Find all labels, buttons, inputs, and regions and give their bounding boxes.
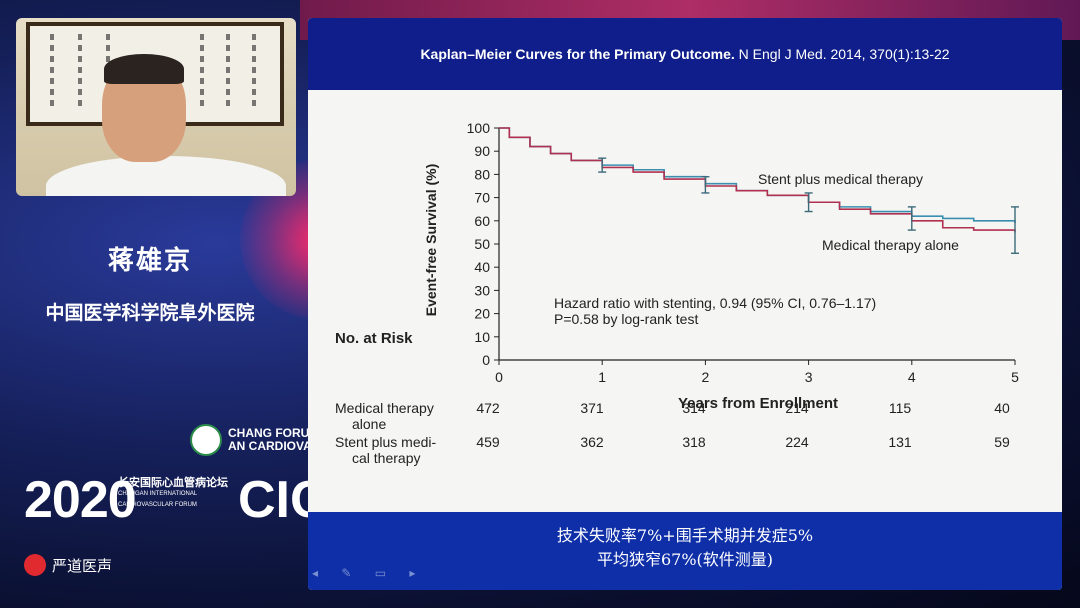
y-tick-label: 50: [474, 236, 490, 252]
slide-toolbar[interactable]: ◂ ✎ ▭ ▸: [312, 566, 426, 580]
y-tick-label: 0: [482, 352, 490, 368]
y-axis-label: Event-free Survival (%): [423, 164, 439, 317]
y-tick-label: 60: [474, 213, 490, 229]
risk-row-label: Medical therapy alone: [335, 400, 434, 432]
risk-cell: 459: [476, 434, 500, 450]
risk-table-header: No. at Risk: [335, 330, 413, 347]
forum-name: 长安国际心血管病论坛: [118, 477, 228, 489]
risk-cell: 214: [785, 400, 809, 416]
risk-cell: 472: [476, 400, 500, 416]
chart-curves: [499, 127, 1016, 233]
logo-text-line1: CHANG FORUM: [228, 426, 320, 440]
x-tick-label: 1: [598, 369, 606, 385]
speaker-organization: 中国医学科学院阜外医院: [45, 303, 255, 324]
y-tick-label: 40: [474, 259, 490, 275]
risk-cell: 40: [994, 400, 1010, 416]
slide-caption: 技术失败率7%+围手术期并发症5% 平均狭窄67%(软件测量): [308, 512, 1062, 590]
forum-badge-icon: [190, 424, 222, 456]
risk-cell: 59: [994, 434, 1010, 450]
stent-series-label: Stent plus medical therapy: [758, 171, 923, 187]
brand-logo-icon: [24, 554, 46, 576]
y-tick-label: 80: [474, 166, 490, 182]
caption-line-2: 平均狭窄67%(软件测量): [596, 550, 774, 569]
speaker-name: 蒋雄京: [107, 245, 192, 275]
risk-cell: 224: [785, 434, 809, 450]
slide-title-citation: N Engl J Med. 2014, 370(1):13-22: [734, 46, 950, 62]
risk-cell: 362: [580, 434, 604, 450]
risk-cell: 318: [682, 434, 706, 450]
risk-cell: 115: [888, 400, 912, 416]
medical-series-label: Medical therapy alone: [822, 237, 959, 253]
speaker-video: [16, 18, 296, 196]
y-tick-label: 70: [474, 190, 490, 206]
risk-cell: 371: [580, 400, 604, 416]
x-tick-label: 4: [908, 369, 916, 385]
event-forum-name: 长安国际心血管病论坛 CHANGAN INTERNATIONAL CARDIOV…: [118, 478, 236, 511]
speaker-shirt: [46, 156, 286, 196]
medical-series-line: [499, 127, 1016, 233]
x-tick-label: 5: [1011, 369, 1019, 385]
y-tick-label: 30: [474, 282, 490, 298]
chart-error-bars: [598, 157, 1019, 254]
x-tick-label: 0: [495, 369, 503, 385]
y-tick-label: 100: [467, 120, 491, 136]
y-tick-label: 90: [474, 143, 490, 159]
x-axis-label: Years from Enrollment: [678, 395, 838, 410]
risk-cell: 131: [888, 434, 912, 450]
presentation-slide: Kaplan–Meier Curves for the Primary Outc…: [308, 18, 1062, 590]
brand-watermark: 严道医声: [24, 554, 112, 576]
slide-title: Kaplan–Meier Curves for the Primary Outc…: [308, 46, 1062, 62]
y-tick-label: 20: [474, 306, 490, 322]
slide-title-bold: Kaplan–Meier Curves for the Primary Outc…: [420, 46, 735, 62]
event-year: 2020: [24, 471, 137, 529]
x-tick-label: 2: [702, 369, 710, 385]
brand-name: 严道医声: [52, 557, 113, 575]
risk-row-label: Stent plus medi-cal therapy: [335, 434, 437, 466]
y-tick-label: 10: [474, 329, 490, 345]
hazard-ratio-text: Hazard ratio with stenting, 0.94 (95% CI…: [554, 295, 876, 311]
forum-name-en: CHANGAN INTERNATIONAL CARDIOVASCULAR FOR…: [118, 491, 198, 508]
slide-title-bar: Kaplan–Meier Curves for the Primary Outc…: [308, 18, 1062, 90]
risk-cell: 314: [682, 400, 706, 416]
speaker-hair: [104, 54, 184, 84]
stent-series-line: [499, 127, 1016, 224]
p-value-text: P=0.58 by log-rank test: [554, 311, 698, 327]
caption-line-1: 技术失败率7%+围手术期并发症5%: [556, 526, 814, 545]
x-tick-label: 3: [805, 369, 813, 385]
